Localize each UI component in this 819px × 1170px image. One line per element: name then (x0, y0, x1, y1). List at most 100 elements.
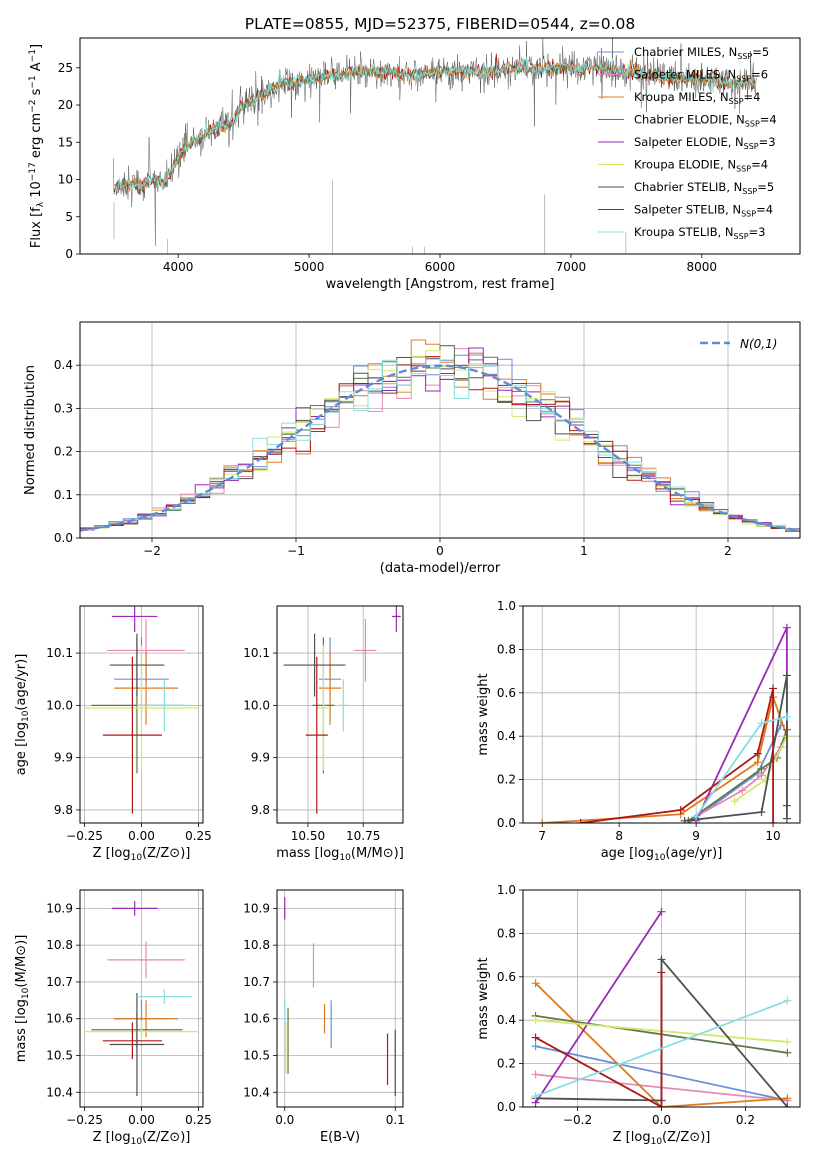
axes-frame (522, 605, 801, 824)
y-tick-label: 10.0 (243, 698, 270, 712)
label-part: λ (36, 201, 46, 207)
errorbar-point (391, 606, 401, 633)
label-part: mass [ (276, 846, 319, 861)
errorbar-point (283, 633, 346, 697)
series-marker (783, 1037, 792, 1046)
series-marker (680, 816, 689, 823)
x-tick-label: 0.1 (386, 1113, 405, 1127)
y-tick-label: 9.9 (54, 751, 73, 765)
errorbar-point (84, 1020, 199, 1043)
x-tick-label: 8 (615, 829, 623, 843)
series-line (535, 972, 663, 1107)
x-axis-label: Z [log10(Z/Z⊙)] (93, 1130, 191, 1147)
legend-subscript: SSP (729, 97, 744, 106)
legend-label: Salpeter STELIB, NSSP=4 (634, 203, 773, 219)
x-tick-label: 0.00 (128, 829, 155, 843)
y-tick-label: 10.6 (46, 1012, 73, 1026)
y-tick-label: 1.0 (497, 883, 516, 897)
series-marker (757, 764, 766, 773)
y-tick-label: 0.3 (54, 401, 73, 415)
legend-label: Kroupa STELIB, NSSP=3 (634, 225, 765, 241)
series-marker (531, 979, 540, 988)
x-tick-label: −0.25 (66, 1113, 103, 1127)
label-part: 10 (21, 987, 31, 999)
errorbar-point (102, 1022, 162, 1060)
legend-nssp-value: =5 (752, 45, 769, 59)
series-marker (783, 1094, 792, 1103)
label-part: log (14, 999, 29, 1019)
y-tick-label: 10.1 (46, 646, 73, 660)
label-part: (data-model)/error (380, 561, 501, 576)
errorbar-point (107, 941, 185, 979)
label-part: 10 (651, 1137, 663, 1147)
x-tick-label: 1 (580, 544, 588, 558)
axes-frame (276, 889, 404, 1108)
legend-subscript: SSP (741, 210, 756, 219)
legend-model-name: Kroupa STELIB, N (634, 225, 734, 239)
errorbar-point (111, 901, 158, 916)
x-axis-label: Z [log10(Z/Z⊙)] (613, 1130, 711, 1147)
axes-frame (79, 37, 801, 255)
plot-area-mass-vs-EBV (284, 897, 396, 1096)
y-tick-label: 0.0 (497, 816, 516, 830)
label-part: −2 (28, 100, 38, 113)
x-tick-label: −0.25 (66, 829, 103, 843)
errorbar-point (111, 606, 158, 633)
axes-frame (79, 321, 801, 539)
y-axis-label: mass weight (476, 673, 491, 755)
x-tick-label: 10 (765, 829, 780, 843)
label-part: log (631, 1130, 651, 1145)
y-tick-label: 10.9 (243, 901, 270, 915)
y-tick-label: 10.7 (243, 975, 270, 989)
y-tick-label: 10.7 (46, 975, 73, 989)
plot-area-spectrum (113, 38, 757, 254)
y-tick-label: 0.8 (497, 642, 516, 656)
legend-subscript: SSP (736, 75, 751, 84)
label-part: Z [ (93, 846, 111, 861)
label-part: log (111, 1130, 131, 1145)
label-part: (M/M⊙)] (351, 846, 404, 861)
series-marker (657, 968, 666, 977)
series-marker (782, 712, 791, 721)
legend-subscript: SSP (737, 52, 752, 61)
x-tick-label: −1 (287, 544, 305, 558)
y-tick-label: 9.8 (251, 803, 270, 817)
legend-model-name: Chabrier MILES, N (634, 45, 737, 59)
series-marker (782, 814, 791, 823)
gaussian-reference-curve (80, 364, 800, 532)
label-part: −17 (28, 162, 38, 181)
legend-nssp-value: =3 (759, 135, 776, 149)
label-part: s (29, 88, 44, 99)
errorbar-point (305, 656, 328, 814)
x-axis-label: wavelength [Angstrom, rest frame] (326, 277, 555, 292)
series-marker (783, 1103, 792, 1107)
x-tick-label: 0.25 (185, 1113, 212, 1127)
y-tick-label: 0.4 (54, 358, 73, 372)
y-tick-label: 0.4 (497, 729, 516, 743)
errorbar-point (109, 633, 165, 697)
axes-frame (79, 605, 204, 824)
y-tick-label: 10.9 (46, 901, 73, 915)
y-tick-label: 5 (65, 210, 73, 224)
y-axis-label: age [log10(age/yr)] (14, 654, 31, 776)
x-tick-label: −2 (143, 544, 161, 558)
label-part: mass weight (476, 957, 491, 1039)
legend-subscript: SSP (742, 187, 757, 196)
y-tick-label: 10.5 (46, 1049, 73, 1063)
histogram-series (80, 347, 800, 530)
y-tick-label: 9.8 (54, 803, 73, 817)
errorbar-point (354, 619, 377, 682)
x-tick-label: 0.2 (736, 1113, 755, 1127)
model-spectrum-line (113, 56, 756, 195)
y-tick-label: 10.4 (46, 1085, 73, 1099)
legend-model-name: Kroupa MILES, N (634, 90, 729, 104)
errorbar-point (316, 645, 331, 771)
y-axis-label: mass weight (476, 957, 491, 1039)
series-marker (657, 1103, 666, 1107)
legend-label: Kroupa ELODIE, NSSP=4 (634, 158, 768, 174)
x-axis-label: Z [log10(Z/Z⊙)] (93, 846, 191, 863)
label-part: E(B-V) (320, 1130, 360, 1145)
label-part: erg cm (29, 113, 44, 162)
y-tick-label: 10.1 (243, 646, 270, 660)
x-tick-label: 5000 (294, 260, 325, 274)
